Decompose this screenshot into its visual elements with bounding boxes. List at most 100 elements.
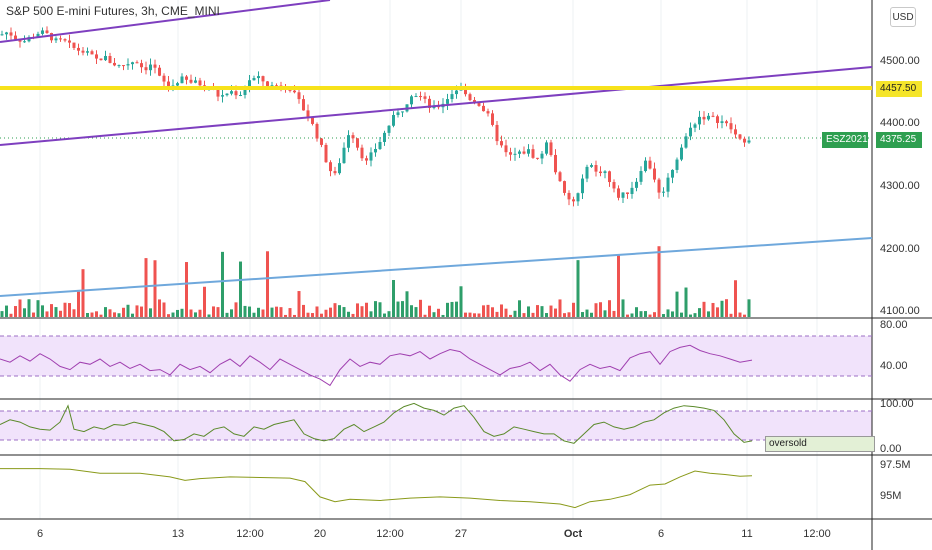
candle: [684, 136, 688, 148]
volume-bar: [518, 300, 521, 317]
candle: [617, 188, 620, 198]
time-tick: 13: [172, 528, 184, 540]
volume-bar: [576, 260, 580, 317]
candle: [635, 181, 638, 188]
volume-bar: [131, 313, 134, 317]
candle: [464, 86, 467, 95]
volume-bar: [473, 313, 476, 317]
volume-bar: [639, 311, 643, 317]
price-tick: 4100.00: [880, 305, 920, 317]
candle: [396, 112, 400, 115]
candle: [734, 129, 737, 135]
volume-bar: [603, 310, 607, 317]
candle: [356, 138, 359, 148]
volume-bar: [356, 303, 359, 317]
candle: [333, 171, 337, 174]
volume-bar: [212, 306, 215, 317]
volume-bar: [153, 260, 157, 317]
volume-bar: [122, 307, 125, 317]
volume-bar: [459, 286, 463, 317]
rsi-tick: 40.00: [880, 360, 908, 372]
volume-bar: [261, 309, 265, 317]
candle: [666, 177, 670, 192]
candle: [306, 110, 310, 118]
candle: [99, 58, 103, 61]
volume-bar: [693, 313, 697, 317]
candle: [743, 138, 746, 143]
volume-bar: [248, 306, 251, 317]
candle: [180, 76, 184, 84]
volume-bar: [644, 311, 647, 317]
volume-bar: [36, 300, 40, 317]
volume-bar: [135, 305, 139, 317]
currency-button[interactable]: USD: [890, 7, 916, 27]
rsi-tick: 80.00: [880, 319, 908, 331]
candle: [626, 192, 629, 194]
volume-bar: [545, 313, 548, 317]
volume-bar: [738, 312, 742, 317]
volume-bar: [464, 312, 467, 317]
volume-bar: [315, 306, 319, 317]
volume-bar: [234, 302, 238, 317]
candle: [54, 38, 58, 41]
candle: [621, 192, 625, 198]
time-tick: Oct: [564, 528, 583, 540]
candle: [567, 192, 571, 200]
volume-bar: [482, 305, 485, 317]
indicator-tick: 97.5M: [880, 459, 911, 471]
candle: [513, 153, 517, 155]
candle: [270, 85, 274, 87]
candle: [698, 116, 701, 125]
volume-bar: [711, 302, 715, 317]
volume-bar: [144, 258, 148, 317]
candle: [419, 96, 422, 98]
time-tick: 6: [37, 528, 43, 540]
candle: [144, 67, 148, 71]
candle: [693, 124, 697, 128]
time-tick: 12:00: [236, 528, 264, 540]
candle: [657, 179, 661, 193]
volume-bar: [585, 309, 589, 317]
volume-bar: [527, 306, 530, 317]
candle: [729, 123, 733, 130]
volume-bar: [612, 310, 616, 317]
candle: [590, 165, 593, 167]
candle: [311, 117, 314, 124]
candle: [545, 142, 548, 154]
volume-bar: [0, 311, 4, 317]
volume-bar: [306, 312, 310, 317]
candle: [198, 80, 202, 86]
volume-bar: [176, 309, 179, 317]
volume-bar: [513, 310, 517, 317]
indicator-tick: 95M: [880, 490, 901, 502]
candle: [738, 134, 742, 139]
time-tick: 6: [658, 528, 664, 540]
candle: [108, 55, 112, 63]
volume-bar: [63, 302, 67, 317]
candle: [342, 147, 346, 164]
volume-bar: [509, 314, 512, 317]
time-tick: 11: [741, 528, 752, 540]
candle: [234, 91, 238, 96]
candle: [225, 93, 229, 96]
volume-bar: [702, 301, 706, 317]
candle: [140, 63, 143, 68]
candle: [257, 76, 260, 79]
stochastic-line: [0, 402, 753, 444]
channel-lower-trendline[interactable]: [0, 66, 873, 146]
stochastic-tick: 0.00: [880, 443, 901, 455]
symbol-title[interactable]: S&P 500 E-mini Futures, 3h, CME_MINI: [6, 4, 220, 18]
oversold-label[interactable]: oversold: [765, 436, 875, 452]
volume-bar: [374, 301, 377, 317]
volume-bar: [68, 303, 71, 317]
volume-bar: [495, 311, 499, 317]
candle: [162, 75, 166, 82]
volume-trendline[interactable]: [0, 237, 873, 297]
candle: [581, 178, 584, 194]
candle: [113, 62, 116, 66]
channel-upper-trendline[interactable]: [0, 0, 331, 43]
volume-bar: [657, 246, 661, 317]
volume-bar: [599, 302, 602, 317]
volume-bar: [666, 309, 670, 317]
